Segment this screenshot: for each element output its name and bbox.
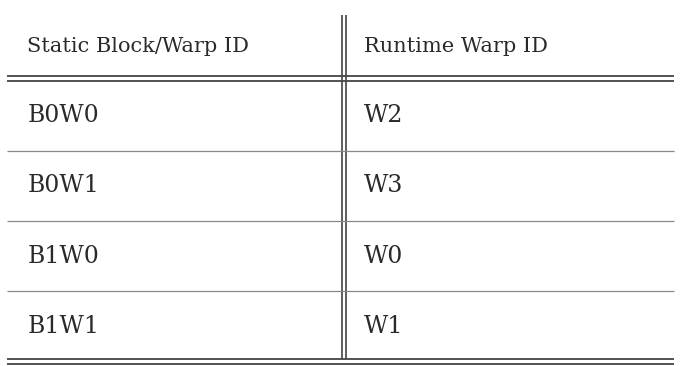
- Text: W3: W3: [364, 175, 404, 198]
- Text: Runtime Warp ID: Runtime Warp ID: [364, 37, 548, 56]
- Text: B1W0: B1W0: [27, 244, 99, 268]
- Text: B0W1: B0W1: [27, 175, 99, 198]
- Text: B1W1: B1W1: [27, 315, 99, 338]
- Text: W2: W2: [364, 104, 404, 127]
- Text: W0: W0: [364, 244, 404, 268]
- Text: W1: W1: [364, 315, 404, 338]
- Text: B0W0: B0W0: [27, 104, 99, 127]
- Text: Static Block/Warp ID: Static Block/Warp ID: [27, 37, 249, 56]
